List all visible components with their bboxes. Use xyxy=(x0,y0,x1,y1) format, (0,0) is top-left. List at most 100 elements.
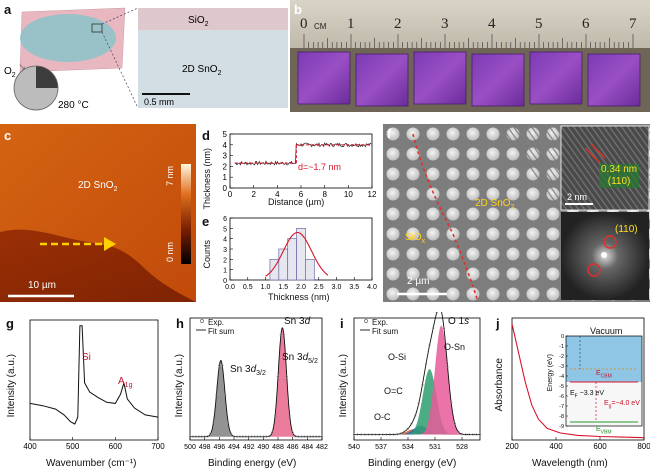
panel-j: j 200 400 600 800 0 -1 -2 -3 -4 -5 -6 -7 -8 -9 Absorb… xyxy=(486,312,650,472)
o1s-xps-chart: 540 537 534 531 528 xyxy=(348,312,482,451)
sno2-label: 2D SnO2 xyxy=(182,64,222,77)
chart-g-ylabel: Intensity (a.u.) xyxy=(6,354,17,418)
panel-label-g: g xyxy=(6,316,14,331)
wafer-sample xyxy=(471,53,525,107)
xps-exp-point xyxy=(273,414,277,418)
xps-exp-point xyxy=(276,375,280,378)
xps-exp-point xyxy=(410,422,413,425)
y-tick-label: 3 xyxy=(223,247,227,254)
sem-scale-label: 2 µm xyxy=(407,276,430,287)
x-tick-label: 534 xyxy=(402,444,414,451)
xps-exp-point xyxy=(460,432,464,436)
xps-exp-point xyxy=(256,435,259,438)
y-tick-label: 4 xyxy=(223,141,228,150)
colorbar-max: 7 nm xyxy=(165,166,175,187)
inset-y-tick-label: -1 xyxy=(559,344,564,350)
xps-exp-point xyxy=(197,435,201,438)
xps-exp-point xyxy=(265,435,268,438)
xps-exp-point xyxy=(282,333,286,337)
panel-label-i: i xyxy=(340,316,344,331)
histogram-bar xyxy=(278,248,289,281)
wafer-sample xyxy=(587,53,641,107)
xps-exp-point xyxy=(309,435,312,438)
y-tick-label: 0 xyxy=(223,278,227,285)
inset-conduction-region xyxy=(566,336,642,382)
xps-exp-point xyxy=(417,402,421,405)
ruler-tick-label: 4 xyxy=(488,16,496,32)
x-tick-label: 500 xyxy=(184,444,196,451)
x-tick-label: 2.5 xyxy=(314,284,324,291)
inset-y-tick-label: -4 xyxy=(559,374,564,380)
x-tick-label: 2 xyxy=(251,190,256,199)
panel-label-f: f xyxy=(387,126,392,141)
x-tick-label: 400 xyxy=(549,442,563,451)
xps-exp-point xyxy=(403,430,406,433)
peak-osi-label: O-Si xyxy=(388,352,406,362)
inset-y-tick-label: -6 xyxy=(559,394,564,400)
fft-plane-label: (110) xyxy=(615,224,638,235)
xps-fit-sum-line xyxy=(190,327,322,438)
histogram-bar xyxy=(305,258,315,281)
colorbar xyxy=(181,164,191,264)
lattice-fringe xyxy=(554,125,616,211)
xps-exp-point xyxy=(244,435,247,438)
xps-exp-point xyxy=(449,401,453,404)
xps-exp-point xyxy=(478,433,482,436)
absorbance-line xyxy=(511,323,645,439)
x-tick-label: 486 xyxy=(287,444,299,451)
inset-title: Vacuum xyxy=(590,326,623,336)
legend-fit-i: Fit sum xyxy=(372,327,399,336)
panel-f: f 2D SnO2 SiOx 2 µm 0.34 nm (110) 2 nm (1… xyxy=(383,124,650,302)
legend-exp-marker xyxy=(199,318,205,324)
scale-label-a: 0.5 mm xyxy=(144,97,174,107)
legend-exp-marker xyxy=(363,318,369,324)
sem-sno2-label: 2D SnO2 xyxy=(475,198,515,211)
inset-y-tick-label: -8 xyxy=(559,414,564,420)
xps-exp-point xyxy=(363,433,367,436)
legend-exp-i: Exp. xyxy=(372,318,389,327)
xps-exp-point xyxy=(226,420,230,424)
x-tick-label: 2.0 xyxy=(296,284,306,291)
x-tick-label: 10 xyxy=(344,190,353,199)
wafer-sample xyxy=(529,51,583,105)
xps-exp-point xyxy=(288,414,291,418)
xps-exp-point xyxy=(194,435,198,438)
panel-a: a O2 ↘ 280 °C SiO2 2D SnO2 0.5 mm xyxy=(0,0,290,112)
xps-exp-point xyxy=(250,435,253,438)
chart-h-xlabel: Binding energy (eV) xyxy=(208,458,297,469)
ecbm-label: ECBM xyxy=(596,370,612,380)
lattice-fringe xyxy=(542,125,604,211)
ruler-tick-label: 7 xyxy=(629,16,637,32)
chart-d-annotation: d=~1.7 nm xyxy=(298,162,342,172)
x-tick-label: 537 xyxy=(375,444,387,451)
y-tick-label: 1 xyxy=(223,173,228,182)
x-tick-label: 482 xyxy=(316,444,328,451)
xps-exp-point xyxy=(235,435,239,438)
xps-exp-point xyxy=(428,343,431,347)
x-tick-label: 496 xyxy=(213,444,225,451)
hrtem-frame xyxy=(560,125,650,211)
xps-exp-point xyxy=(212,420,215,424)
raman-a1g-label: A1g xyxy=(118,376,133,389)
absorbance-chart: 200 400 600 800 0 -1 -2 -3 -4 -5 -6 -7 -8 -9 xyxy=(505,317,650,451)
peak-sn3d32-label: Sn 3d3/2 xyxy=(230,364,266,377)
inset-y-tick-label: 0 xyxy=(561,334,564,340)
x-tick-label: 4.0 xyxy=(367,284,377,291)
ruler-tick-label: 3 xyxy=(441,16,449,32)
lattice-fringe xyxy=(524,125,586,211)
xps-exp-point xyxy=(374,433,377,436)
y-tick-label: 5 xyxy=(223,130,228,139)
lattice-spacing-label: 0.34 nm (110) xyxy=(599,164,640,188)
panel-b: b 0 1 2 3 4 5 6 7 CM xyxy=(290,0,650,112)
xps-component-peak xyxy=(354,325,480,435)
xps-exp-point xyxy=(188,435,192,438)
xps-exp-point xyxy=(291,431,294,434)
inset-y-tick-label: -9 xyxy=(559,424,564,430)
x-tick-label: 492 xyxy=(243,444,255,451)
chart-j-ylabel: Absorbance xyxy=(494,358,505,412)
inset-gap-region xyxy=(566,382,642,426)
ef-label: EF ~3.3 eV xyxy=(570,390,605,400)
lattice-fringe xyxy=(566,125,628,211)
panel-label-j: j xyxy=(496,316,500,331)
y-tick-label: 3 xyxy=(223,152,228,161)
